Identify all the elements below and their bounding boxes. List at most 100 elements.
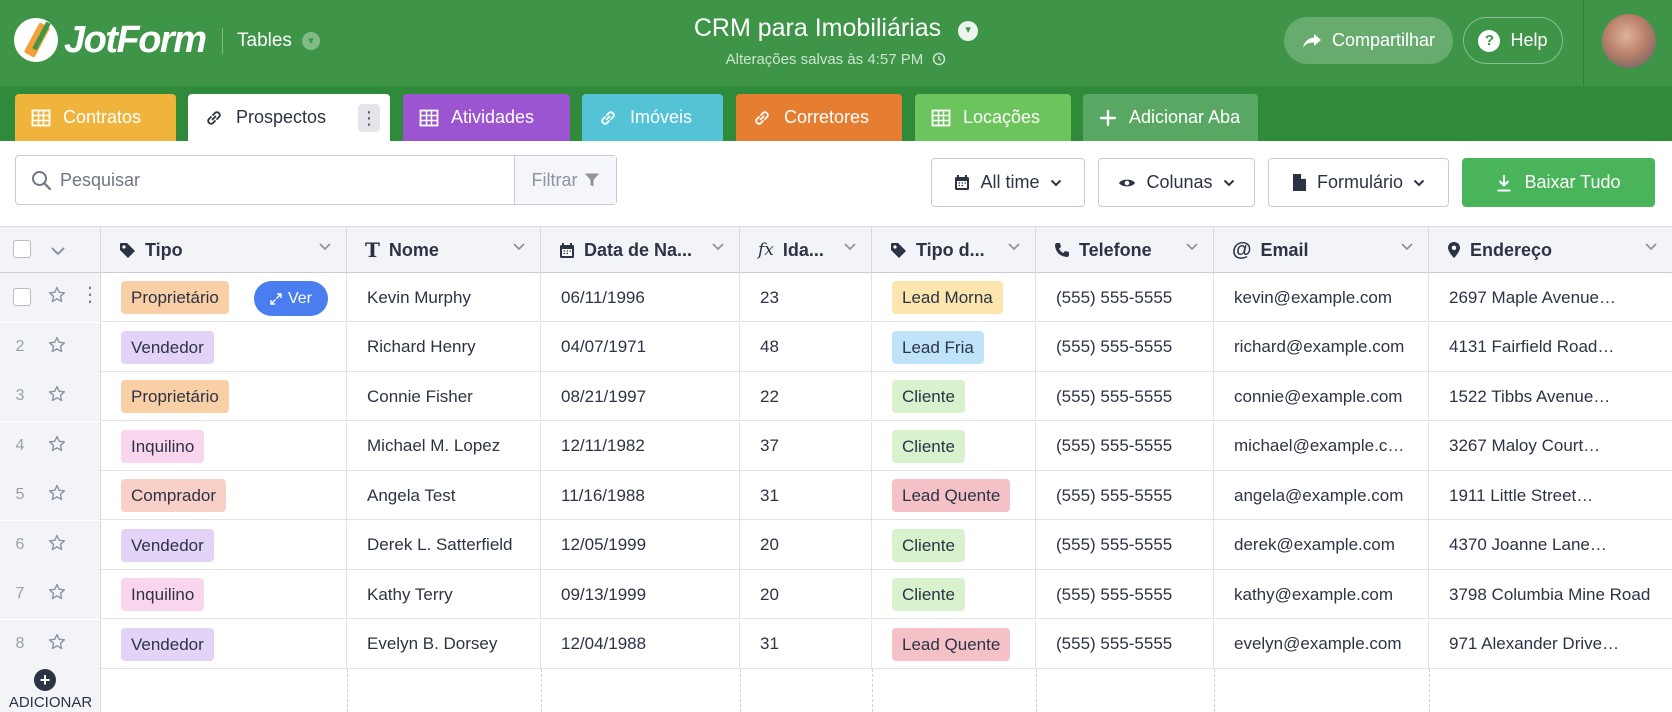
cell-idade[interactable]: 20 — [740, 520, 872, 570]
cell-telefone[interactable]: (555) 555-5555 — [1036, 570, 1214, 619]
cell-idade[interactable]: 23 — [740, 273, 872, 322]
star-icon[interactable] — [48, 633, 66, 651]
cell-email[interactable]: connie@example.com — [1214, 372, 1429, 421]
cell-email[interactable]: michael@example.c… — [1214, 421, 1429, 471]
cell-data-nascimento[interactable]: 12/04/1988 — [541, 619, 740, 669]
cell-email[interactable]: derek@example.com — [1214, 520, 1429, 570]
cell-tipo[interactable]: Inquilino — [101, 421, 347, 471]
cell-email[interactable]: kathy@example.com — [1214, 570, 1429, 619]
cell-data-nascimento[interactable]: 06/11/1996 — [541, 273, 740, 322]
avatar[interactable] — [1602, 14, 1656, 68]
cell-nome[interactable]: Richard Henry — [347, 322, 541, 372]
cell-nome[interactable]: Kevin Murphy — [347, 273, 541, 322]
tab-prospectos[interactable]: Prospectos ⋮ — [188, 94, 390, 141]
star-icon[interactable] — [48, 583, 66, 601]
cell-telefone[interactable]: (555) 555-5555 — [1036, 421, 1214, 471]
column-header-tipo[interactable]: Tipo — [101, 227, 347, 273]
cell-tipo-lead[interactable]: Lead Morna — [872, 273, 1036, 322]
star-icon[interactable] — [48, 286, 66, 304]
chevron-down-icon[interactable] — [318, 242, 332, 251]
view-record-button[interactable]: Ver — [254, 281, 328, 316]
tab-imoveis[interactable]: Imóveis — [582, 94, 723, 141]
column-header-idade[interactable]: fx Ida... — [740, 227, 872, 273]
cell-tipo-lead[interactable]: Cliente — [872, 520, 1036, 570]
cell-tipo-lead[interactable]: Lead Fria — [872, 322, 1036, 372]
cell-endereco[interactable]: 1522 Tibbs Avenue… — [1429, 372, 1672, 421]
cell-email[interactable]: evelyn@example.com — [1214, 619, 1429, 669]
cell-idade[interactable]: 37 — [740, 421, 872, 471]
cell-endereco[interactable]: 971 Alexander Drive… — [1429, 620, 1672, 669]
chevron-down-icon[interactable] — [1007, 242, 1021, 251]
star-icon[interactable] — [48, 534, 66, 552]
cell-idade[interactable]: 31 — [740, 619, 872, 669]
table-row[interactable]: 2 Vendedor Richard Henry 04/07/1971 48 Lead F… — [0, 322, 1672, 372]
search-input[interactable] — [60, 156, 520, 204]
table-row[interactable]: 3 Proprietário Connie Fisher 08/21/1997 22 Cl… — [0, 372, 1672, 421]
form-dropdown[interactable]: Formulário — [1268, 158, 1449, 207]
document-title-text[interactable]: CRM para Imobiliárias — [693, 14, 942, 42]
cell-endereco[interactable]: 4370 Joanne Lane… — [1429, 521, 1672, 570]
cell-idade[interactable]: 20 — [740, 570, 872, 619]
cell-nome[interactable]: Kathy Terry — [347, 570, 541, 619]
tab-options-icon[interactable]: ⋮ — [358, 104, 380, 132]
table-row[interactable]: 4 Inquilino Michael M. Lopez 12/11/1982 37 Cl… — [0, 421, 1672, 471]
column-header-nome[interactable]: T Nome — [347, 227, 541, 273]
add-row-button[interactable]: + ADICIONAR — [0, 669, 101, 712]
column-header-tipo-lead[interactable]: Tipo d... — [872, 227, 1036, 273]
jotform-logo[interactable]: JotForm — [14, 18, 207, 62]
download-all-button[interactable]: Baixar Tudo — [1462, 158, 1655, 207]
cell-endereco[interactable]: 3798 Columbia Mine Road — [1429, 570, 1672, 619]
cell-telefone[interactable]: (555) 555-5555 — [1036, 520, 1214, 570]
user-menu[interactable] — [1583, 0, 1672, 86]
cell-nome[interactable]: Derek L. Satterfield — [347, 520, 541, 570]
column-header-telefone[interactable]: Telefone — [1036, 227, 1214, 273]
cell-tipo[interactable]: Vendedor — [101, 520, 347, 570]
cell-data-nascimento[interactable]: 12/11/1982 — [541, 421, 740, 471]
chevron-down-icon[interactable]: ▾ — [958, 20, 979, 41]
column-header-data-nascimento[interactable]: Data de Na... — [541, 227, 740, 273]
cell-data-nascimento[interactable]: 12/05/1999 — [541, 520, 740, 570]
cell-idade[interactable]: 48 — [740, 322, 872, 372]
cell-tipo-lead[interactable]: Lead Quente — [872, 471, 1036, 520]
star-icon[interactable] — [48, 484, 66, 502]
row-menu-icon[interactable]: ⋮ — [80, 284, 100, 306]
cell-email[interactable]: angela@example.com — [1214, 471, 1429, 520]
star-icon[interactable] — [48, 336, 66, 354]
table-row[interactable]: 8 Vendedor Evelyn B. Dorsey 12/04/1988 31 Lea… — [0, 619, 1672, 669]
table-row[interactable]: 7 Inquilino Kathy Terry 09/13/1999 20 Cliente… — [0, 570, 1672, 619]
tab-locacoes[interactable]: Locações — [915, 94, 1071, 141]
cell-telefone[interactable]: (555) 555-5555 — [1036, 273, 1214, 322]
cell-endereco[interactable]: 1911 Little Street… — [1429, 471, 1672, 520]
chevron-down-icon[interactable] — [1185, 242, 1199, 251]
cell-nome[interactable]: Connie Fisher — [347, 372, 541, 421]
cell-email[interactable]: richard@example.com — [1214, 322, 1429, 372]
chevron-down-icon[interactable] — [1400, 242, 1414, 251]
cell-data-nascimento[interactable]: 09/13/1999 — [541, 570, 740, 619]
cell-telefone[interactable]: (555) 555-5555 — [1036, 471, 1214, 520]
time-range-dropdown[interactable]: All time — [931, 158, 1085, 207]
chevron-down-icon[interactable] — [843, 242, 857, 251]
cell-email[interactable]: kevin@example.com — [1214, 273, 1429, 322]
table-row[interactable]: 6 Vendedor Derek L. Satterfield 12/05/1999 2… — [0, 520, 1672, 570]
cell-tipo-lead[interactable]: Cliente — [872, 421, 1036, 471]
chevron-down-icon[interactable] — [1644, 242, 1658, 251]
cell-tipo[interactable]: Inquilino — [101, 570, 347, 619]
column-header-endereco[interactable]: Endereço — [1429, 227, 1672, 273]
cell-telefone[interactable]: (555) 555-5555 — [1036, 322, 1214, 372]
select-all-checkbox[interactable] — [13, 240, 31, 258]
chevron-down-icon[interactable] — [50, 246, 66, 256]
cell-telefone[interactable]: (555) 555-5555 — [1036, 619, 1214, 669]
cell-tipo[interactable]: Proprietário — [101, 273, 347, 322]
star-icon[interactable] — [48, 385, 66, 403]
cell-data-nascimento[interactable]: 08/21/1997 — [541, 372, 740, 421]
tab-contratos[interactable]: Contratos — [15, 94, 176, 141]
star-icon[interactable] — [48, 435, 66, 453]
cell-tipo-lead[interactable]: Cliente — [872, 570, 1036, 619]
cell-tipo[interactable]: Comprador — [101, 471, 347, 520]
cell-nome[interactable]: Angela Test — [347, 471, 541, 520]
tab-corretores[interactable]: Corretores — [736, 94, 902, 141]
table-row[interactable]: 5 Comprador Angela Test 11/16/1988 31 Lead Qu… — [0, 471, 1672, 520]
chevron-down-icon[interactable] — [711, 242, 725, 251]
row-checkbox[interactable] — [13, 288, 31, 306]
tables-nav-dropdown[interactable]: Tables ▾ — [222, 28, 320, 54]
